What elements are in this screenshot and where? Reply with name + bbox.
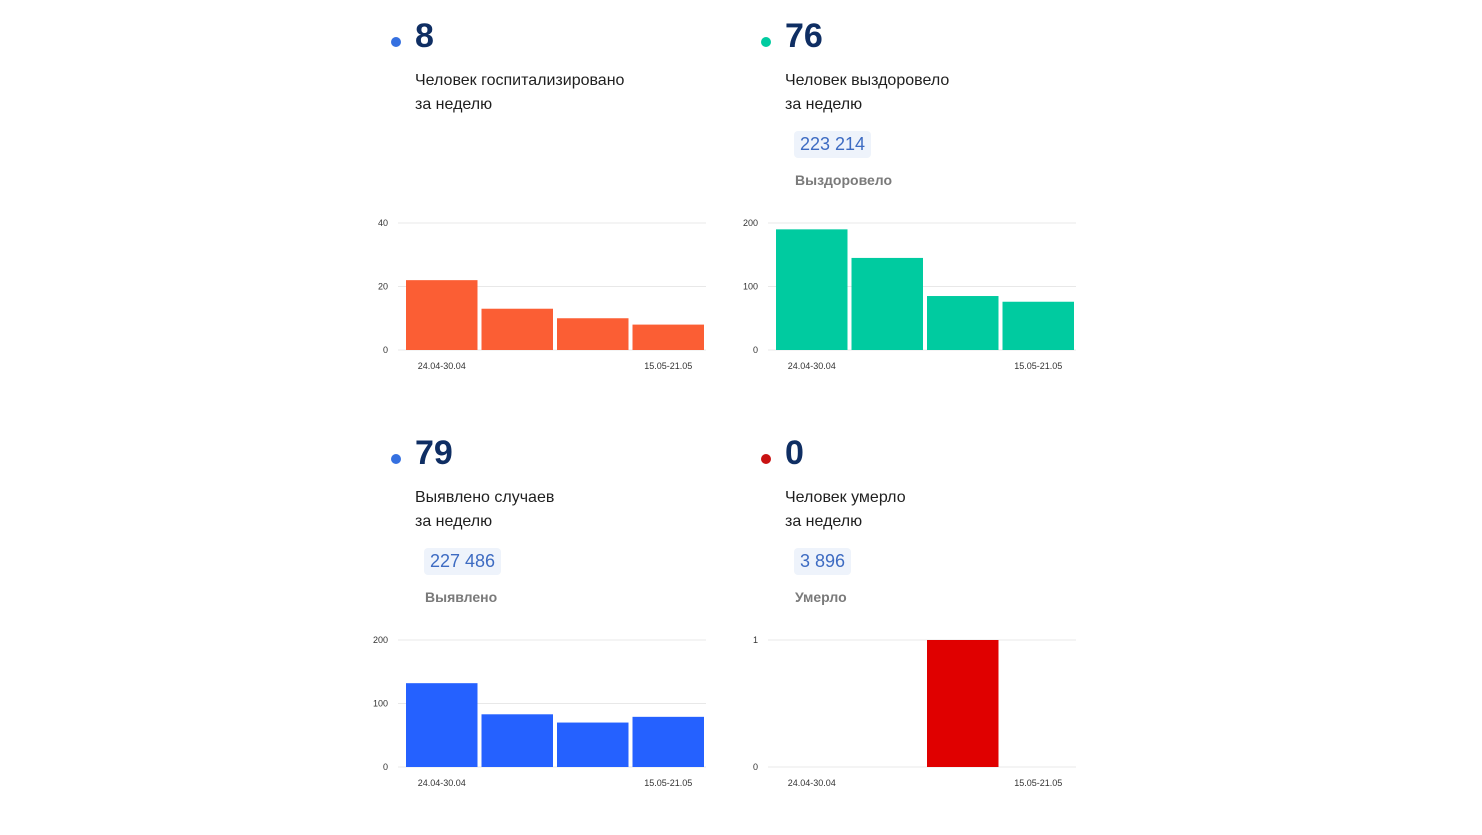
y-tick-label: 0 <box>383 762 388 772</box>
recovered-total-label: Выздоровело <box>795 172 893 188</box>
recovered-card: 76 Человек выздоровело за неделю 223 214… <box>743 17 1101 418</box>
y-tick-label: 0 <box>753 762 758 772</box>
x-tick-label: 15.05-21.05 <box>1014 778 1062 788</box>
deaths-card: 0 Человек умерло за неделю 3 896 Умерло … <box>753 434 1101 835</box>
hospitalized-card: 8 Человек госпитализировано за неделю 0 2… <box>378 17 731 418</box>
hospitalized-period-label: за неделю <box>415 96 493 113</box>
deaths-total-label: Умерло <box>795 589 847 605</box>
y-tick-label: 100 <box>743 282 758 292</box>
x-tick-label: 15.05-21.05 <box>644 778 692 788</box>
bar <box>406 683 478 767</box>
recovered-total-badge: 223 214 <box>794 131 872 158</box>
cases-dot-icon <box>391 454 401 464</box>
deaths-label: Человек умерло <box>785 489 906 506</box>
hospitalized-label: Человек госпитализировано <box>415 72 625 89</box>
cases-total-badge: 227 486 <box>424 548 502 575</box>
cases-card: 79 Выявлено случаев за неделю 227 486 Вы… <box>373 434 731 835</box>
y-tick-label: 1 <box>753 635 758 645</box>
recovered-period-label: за неделю <box>785 96 863 113</box>
x-tick-label: 24.04-30.04 <box>788 778 836 788</box>
cases-label: Выявлено случаев <box>415 489 555 506</box>
bar <box>851 257 923 350</box>
x-tick-label: 15.05-21.05 <box>1014 361 1062 371</box>
bar <box>1002 301 1074 350</box>
bar <box>776 229 848 350</box>
y-tick-label: 20 <box>378 282 388 292</box>
x-tick-label: 15.05-21.05 <box>644 361 692 371</box>
hospitalized-weekly-count: 8 <box>415 17 434 55</box>
bar <box>557 318 629 350</box>
y-tick-label: 100 <box>373 699 388 709</box>
x-tick-label: 24.04-30.04 <box>788 361 836 371</box>
cases-bar-chart: 0 100 200 24.04-30.04 15.05-21.05 <box>373 635 706 788</box>
bar <box>481 714 553 767</box>
hospitalized-bar-chart: 0 20 40 24.04-30.04 15.05-21.05 <box>378 218 706 371</box>
deaths-period-label: за неделю <box>785 513 863 530</box>
recovered-label: Человек выздоровело <box>785 72 950 89</box>
y-tick-label: 0 <box>753 345 758 355</box>
bar <box>406 280 478 350</box>
x-tick-label: 24.04-30.04 <box>418 778 466 788</box>
bar <box>481 308 553 350</box>
recovered-weekly-count: 76 <box>785 17 823 55</box>
bar <box>927 640 999 767</box>
deaths-bar-chart: 0 1 24.04-30.04 15.05-21.05 <box>753 635 1076 788</box>
cases-total-label: Выявлено <box>425 589 498 605</box>
bar <box>927 296 999 350</box>
deaths-total-badge: 3 896 <box>794 548 852 575</box>
y-tick-label: 40 <box>378 218 388 228</box>
cases-weekly-count: 79 <box>415 434 453 472</box>
recovered-dot-icon <box>761 37 771 47</box>
bar <box>632 324 704 350</box>
hospitalized-dot-icon <box>391 37 401 47</box>
recovered-bar-chart: 0 100 200 24.04-30.04 15.05-21.05 <box>743 218 1076 371</box>
deaths-dot-icon <box>761 454 771 464</box>
y-tick-label: 200 <box>373 635 388 645</box>
bar <box>557 722 629 767</box>
bar <box>632 716 704 767</box>
deaths-weekly-count: 0 <box>785 434 804 472</box>
cases-period-label: за неделю <box>415 513 493 530</box>
y-tick-label: 200 <box>743 218 758 228</box>
y-tick-label: 0 <box>383 345 388 355</box>
x-tick-label: 24.04-30.04 <box>418 361 466 371</box>
